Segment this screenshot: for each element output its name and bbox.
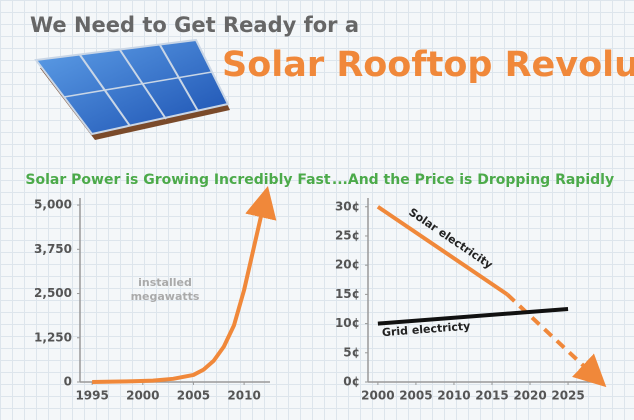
- y-tick-label: 15¢: [335, 287, 360, 301]
- header-line1: We Need to Get Ready for a: [30, 13, 359, 37]
- x-tick-label: 2010: [227, 389, 260, 403]
- x-tick-label: 1995: [75, 389, 108, 403]
- series-line: [376, 205, 509, 297]
- x-tick-label: 2005: [177, 389, 210, 403]
- x-tick-label: 2005: [399, 389, 432, 403]
- y-tick-label: 30¢: [335, 199, 360, 213]
- y-tick-label: 5,000: [34, 198, 72, 212]
- x-tick-label: 2010: [437, 389, 470, 403]
- series-line: [377, 306, 569, 326]
- y-tick-label: 20¢: [335, 258, 360, 272]
- header-line2: Solar Rooftop Revolution: [222, 45, 634, 85]
- y-tick-label: 1,250: [34, 330, 72, 344]
- series-line: [92, 185, 277, 384]
- y-tick-label: 5¢: [343, 345, 360, 359]
- y-tick-label: 0¢: [343, 375, 360, 389]
- y-tick-label: 0: [64, 375, 72, 389]
- y-tick-label: 25¢: [335, 228, 360, 242]
- solar-panel-illustration: [34, 38, 230, 140]
- annotation: installed: [138, 276, 192, 289]
- y-tick-label: 3,750: [34, 242, 72, 256]
- x-tick-label: 2000: [361, 389, 394, 403]
- y-tick-label: 2,500: [34, 286, 72, 300]
- x-tick-label: 2015: [475, 389, 508, 403]
- x-tick-label: 2025: [551, 389, 584, 403]
- x-tick-label: 2000: [126, 389, 159, 403]
- chart-title: Solar Power is Growing Incredibly Fast: [25, 172, 330, 188]
- y-tick-label: 10¢: [335, 316, 360, 330]
- annotation: megawatts: [131, 290, 200, 303]
- chart-title: ...And the Price is Dropping Rapidly: [332, 172, 614, 188]
- x-tick-label: 2020: [513, 389, 546, 403]
- series-line: [505, 292, 607, 388]
- series-label: Solar electricity: [406, 206, 495, 272]
